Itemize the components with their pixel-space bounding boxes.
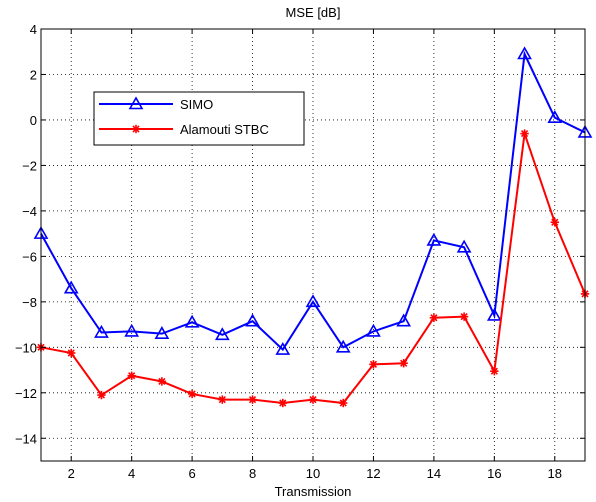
data-point <box>308 395 318 404</box>
data-point <box>275 341 291 355</box>
y-tick-label: −2 <box>22 158 37 173</box>
series-line <box>40 50 586 352</box>
data-point <box>278 398 287 408</box>
y-tick-label: 0 <box>30 113 37 128</box>
y-tick-label: −4 <box>22 204 37 219</box>
data-point <box>63 280 79 294</box>
data-point <box>335 339 351 353</box>
y-tick-label: −8 <box>22 295 37 310</box>
data-point <box>459 312 469 321</box>
data-point <box>214 327 230 341</box>
data-point <box>94 324 109 338</box>
x-axis-label: Transmission <box>275 484 352 499</box>
x-tick-label: 2 <box>68 466 75 481</box>
x-tick-label: 6 <box>188 466 195 481</box>
legend-label: Alamouti STBC <box>180 122 269 137</box>
chart-title: MSE [dB] <box>286 5 341 20</box>
data-point <box>486 307 502 321</box>
data-point <box>245 313 260 327</box>
y-tick-label: 2 <box>30 67 37 82</box>
y-tick-label: −14 <box>15 431 37 446</box>
legend-marker <box>128 96 144 110</box>
data-point <box>490 366 499 376</box>
data-point <box>187 389 197 399</box>
legend-marker <box>131 124 141 134</box>
y-tick-label: −12 <box>15 386 37 401</box>
x-tick-label: 18 <box>548 466 562 481</box>
data-point <box>339 398 348 408</box>
data-point <box>456 239 472 253</box>
x-tick-label: 12 <box>366 466 380 481</box>
data-point <box>184 314 200 328</box>
x-tick-label: 8 <box>249 466 256 481</box>
data-point <box>520 129 529 138</box>
x-tick-label: 14 <box>427 466 441 481</box>
data-point <box>127 371 136 380</box>
data-point <box>124 323 140 337</box>
series-layer <box>33 46 593 408</box>
series-alamouti-stbc <box>36 129 590 408</box>
x-tick-label: 10 <box>306 466 320 481</box>
data-point <box>248 395 257 404</box>
axes-ticks: 2 4 6 8 10 12 14 16 18 4 2 0 −2 −4 −6 −8 −10 −12 −14 <box>15 22 585 481</box>
data-point <box>67 348 76 358</box>
data-point <box>399 359 408 368</box>
data-point <box>97 390 106 400</box>
data-point <box>550 218 559 227</box>
x-tick-label: 4 <box>128 466 135 481</box>
data-point <box>426 232 442 246</box>
data-point <box>429 313 439 322</box>
data-point <box>305 294 321 308</box>
data-point <box>366 323 381 337</box>
x-tick-label: 16 <box>487 466 501 481</box>
data-point <box>154 326 170 339</box>
data-point <box>517 46 532 60</box>
data-point <box>369 360 378 369</box>
data-point <box>218 395 227 404</box>
legend-box <box>93 91 305 146</box>
y-tick-label: 4 <box>30 22 37 37</box>
y-tick-label: −6 <box>22 249 37 264</box>
data-point <box>396 313 412 327</box>
legend-label: SIMO <box>180 97 213 112</box>
data-point <box>547 110 563 123</box>
data-point <box>157 377 167 386</box>
y-tick-label: −10 <box>15 340 37 355</box>
legend: SIMO Alamouti STBC <box>93 91 305 146</box>
